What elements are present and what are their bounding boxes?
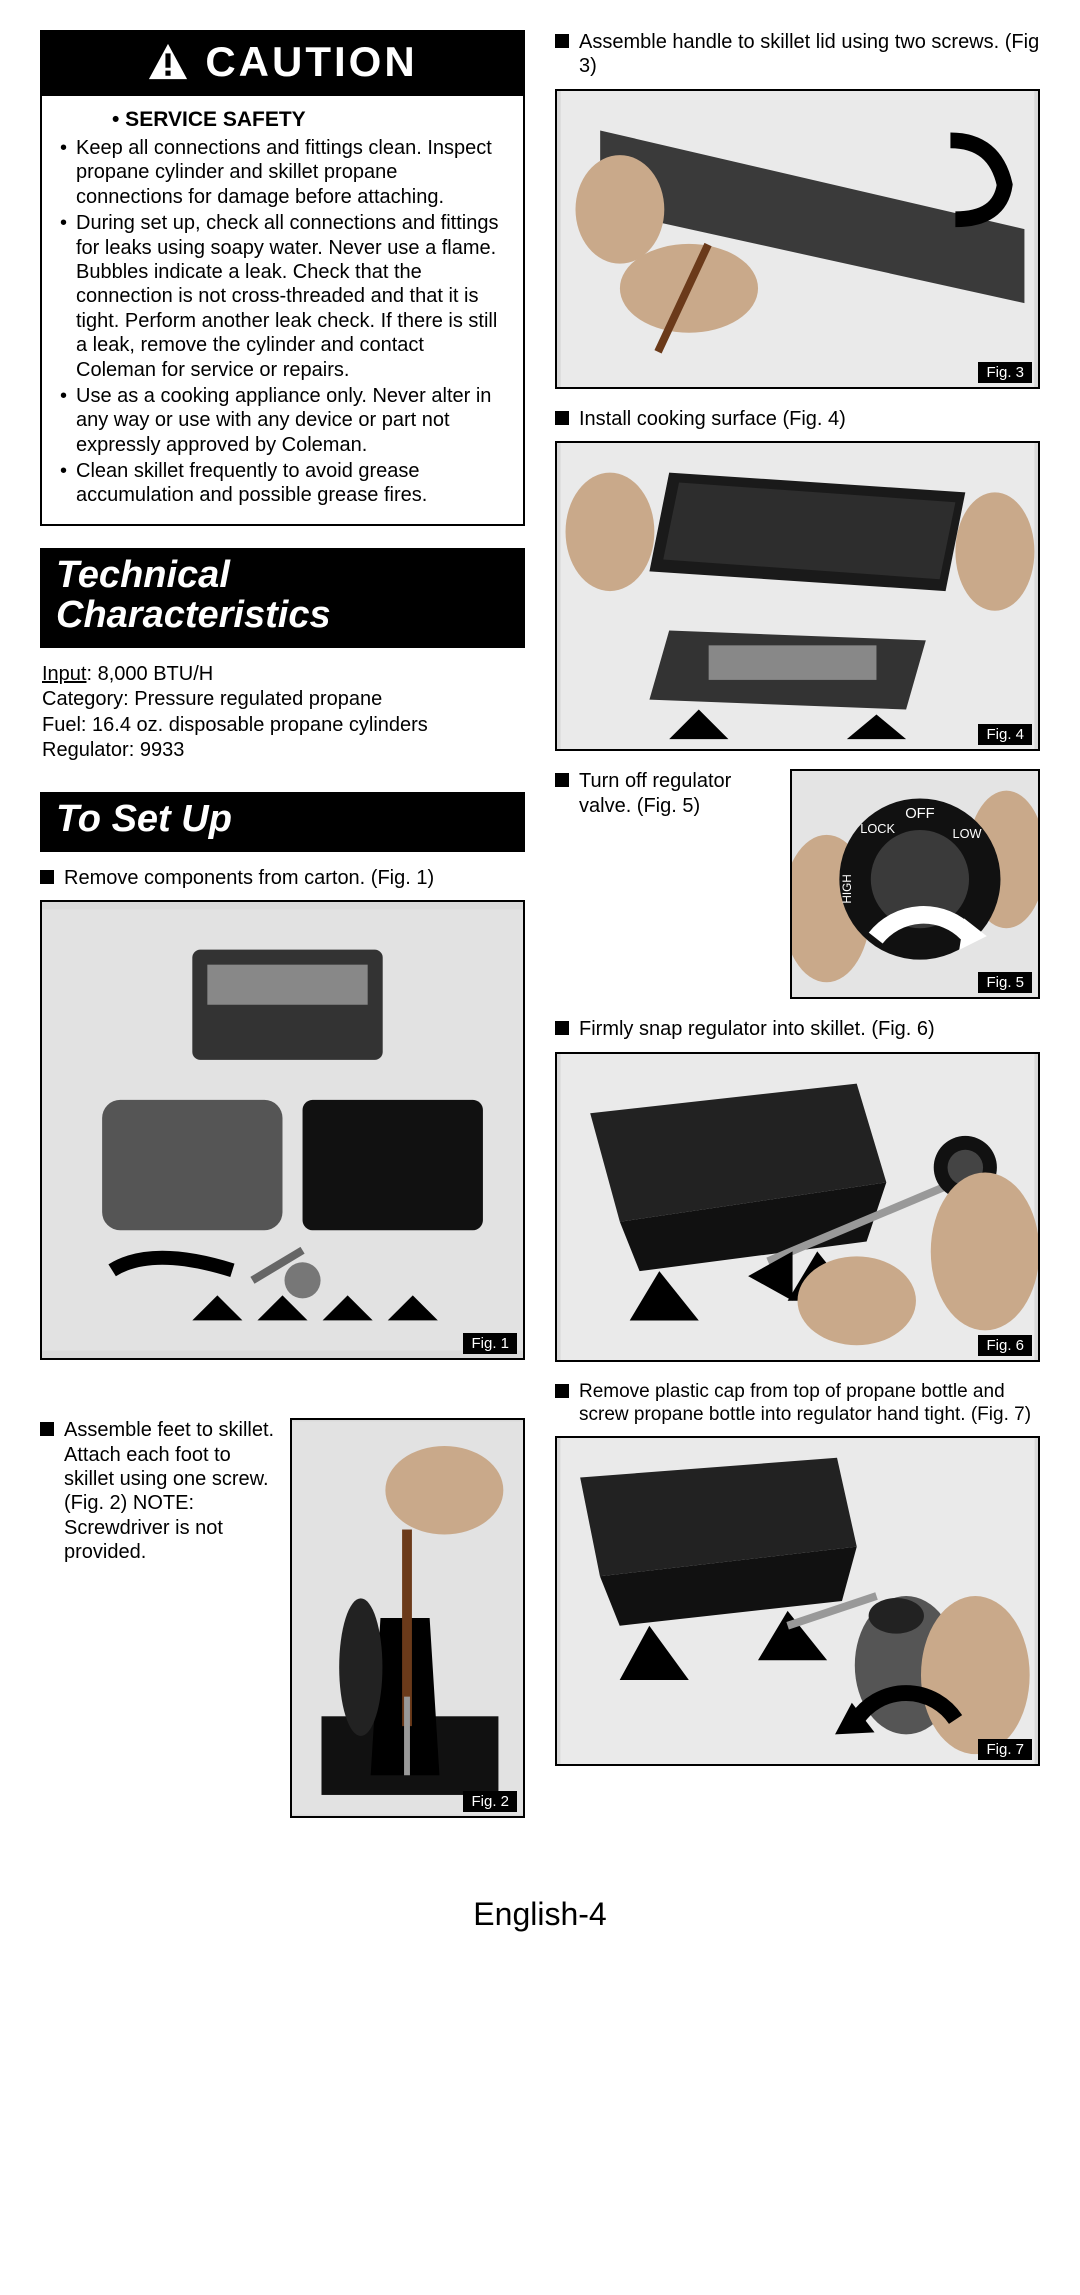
bullet-square-icon xyxy=(40,1422,54,1436)
figure-1: Fig. 1 xyxy=(40,900,525,1360)
caution-item: Clean skillet frequently to avoid grease… xyxy=(60,459,505,508)
right-column: Assemble handle to skillet lid using two… xyxy=(555,30,1040,1836)
svg-text:OFF: OFF xyxy=(905,806,934,822)
bullet-square-icon xyxy=(555,34,569,48)
step-6-text: Firmly snap regulator into skillet. (Fig… xyxy=(579,1017,935,1041)
to-set-up-header: To Set Up xyxy=(40,792,525,852)
step-3-text: Assemble handle to skillet lid using two… xyxy=(579,30,1040,79)
figure-7: Fig. 7 xyxy=(555,1436,1040,1766)
caution-item: Use as a cooking appliance only. Never a… xyxy=(60,384,505,457)
step-5-text: Turn off regulator valve. (Fig. 5) xyxy=(579,769,776,818)
svg-text:HIGH: HIGH xyxy=(841,874,854,903)
page-footer: English-4 xyxy=(40,1896,1040,1933)
step-2: Assemble feet to skillet. Attach each fo… xyxy=(40,1418,276,1564)
bullet-square-icon xyxy=(40,870,54,884)
technical-characteristics-header: Technical Characteristics xyxy=(40,548,525,648)
caution-item: Keep all connections and fittings clean.… xyxy=(60,136,505,209)
step-5: Turn off regulator valve. (Fig. 5) xyxy=(555,769,776,818)
caution-body: • SERVICE SAFETY Keep all connections an… xyxy=(42,96,523,524)
tech-fuel: Fuel: 16.4 oz. disposable propane cylind… xyxy=(42,714,428,736)
bullet-square-icon xyxy=(555,1384,569,1398)
svg-text:LOCK: LOCK xyxy=(860,821,895,836)
svg-text:LOW: LOW xyxy=(953,826,982,841)
step-1-text: Remove components from carton. (Fig. 1) xyxy=(64,866,434,890)
figure-4: Fig. 4 xyxy=(555,441,1040,751)
figure-3: Fig. 3 xyxy=(555,89,1040,389)
tech-input-label: Input xyxy=(42,663,86,685)
caution-box: CAUTION • SERVICE SAFETY Keep all connec… xyxy=(40,30,525,526)
figure-7-label: Fig. 7 xyxy=(978,1739,1032,1760)
figure-2: Fig. 2 xyxy=(290,1418,525,1818)
bullet-square-icon xyxy=(555,411,569,425)
caution-list: Keep all connections and fittings clean.… xyxy=(60,136,505,508)
figure-3-label: Fig. 3 xyxy=(978,362,1032,383)
technical-characteristics-body: Input: 8,000 BTU/H Category: Pressure re… xyxy=(40,662,525,764)
step-4: Install cooking surface (Fig. 4) xyxy=(555,407,1040,431)
step-6: Firmly snap regulator into skillet. (Fig… xyxy=(555,1017,1040,1041)
figure-5-label: Fig. 5 xyxy=(978,972,1032,993)
tech-category: Category: Pressure regulated propane xyxy=(42,688,382,710)
step-2-row: Assemble feet to skillet. Attach each fo… xyxy=(40,1418,525,1818)
step-2-text: Assemble feet to skillet. Attach each fo… xyxy=(64,1418,276,1564)
step-1: Remove components from carton. (Fig. 1) xyxy=(40,866,525,890)
figure-6: Fig. 6 xyxy=(555,1052,1040,1362)
figure-6-label: Fig. 6 xyxy=(978,1335,1032,1356)
step-7-text: Remove plastic cap from top of propane b… xyxy=(579,1380,1040,1426)
tech-regulator: Regulator: 9933 xyxy=(42,739,184,761)
figure-5: OFF LOCK LOW HIGH Fig. 5 xyxy=(790,769,1040,999)
step-7: Remove plastic cap from top of propane b… xyxy=(555,1380,1040,1426)
caution-item: During set up, check all connections and… xyxy=(60,211,505,382)
figure-1-label: Fig. 1 xyxy=(463,1333,517,1354)
step-3: Assemble handle to skillet lid using two… xyxy=(555,30,1040,79)
caution-header: CAUTION xyxy=(42,32,523,96)
figure-4-label: Fig. 4 xyxy=(978,724,1032,745)
warning-triangle-icon xyxy=(147,41,189,83)
bullet-square-icon xyxy=(555,773,569,787)
service-safety-heading: • SERVICE SAFETY xyxy=(60,108,505,132)
caution-title: CAUTION xyxy=(205,38,417,86)
step-5-row: Turn off regulator valve. (Fig. 5) OFF L… xyxy=(555,769,1040,999)
step-4-text: Install cooking surface (Fig. 4) xyxy=(579,407,846,431)
tech-input-value: : 8,000 BTU/H xyxy=(86,663,213,685)
figure-2-label: Fig. 2 xyxy=(463,1791,517,1812)
bullet-square-icon xyxy=(555,1021,569,1035)
left-column: CAUTION • SERVICE SAFETY Keep all connec… xyxy=(40,30,525,1836)
